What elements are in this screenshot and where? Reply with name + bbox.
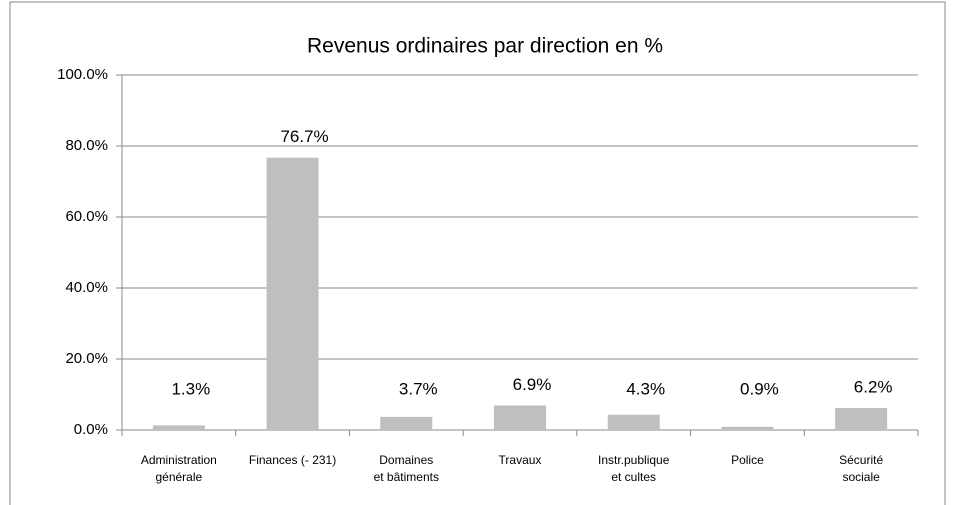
bar — [266, 157, 319, 430]
value-label: 0.9% — [740, 379, 779, 398]
bar — [380, 416, 433, 430]
bar — [607, 414, 660, 430]
bar — [835, 407, 888, 430]
bar — [494, 405, 546, 430]
chart-frame — [9, 1, 946, 505]
value-label: 1.3% — [171, 379, 210, 398]
x-tick-label: Travaux — [498, 453, 542, 467]
value-label: 6.9% — [513, 375, 552, 394]
y-tick-label: 80.0% — [65, 137, 108, 154]
x-tick-label: Finances (- 231) — [248, 453, 337, 467]
x-tick-label: Police — [731, 453, 764, 467]
value-label: 76.7% — [280, 127, 328, 146]
x-tick-label: Domaines et bâtiments — [373, 453, 439, 484]
bar — [152, 425, 205, 430]
y-tick-label: 100.0% — [57, 66, 108, 83]
y-tick-label: 0.0% — [74, 421, 108, 438]
y-tick-label: 60.0% — [65, 208, 108, 225]
value-label: 6.2% — [854, 377, 893, 396]
chart-title: Revenus ordinaires par direction en % — [307, 35, 663, 58]
y-tick-label: 40.0% — [65, 279, 108, 296]
value-label: 3.7% — [399, 379, 438, 398]
x-tick-label: Administration générale — [140, 453, 217, 484]
value-label: 4.3% — [626, 379, 665, 398]
bar — [721, 426, 774, 430]
x-tick-label: Sécurité sociale — [839, 453, 884, 484]
x-tick-label: Instr.publique et cultes — [598, 453, 670, 484]
y-tick-label: 20.0% — [65, 350, 108, 367]
